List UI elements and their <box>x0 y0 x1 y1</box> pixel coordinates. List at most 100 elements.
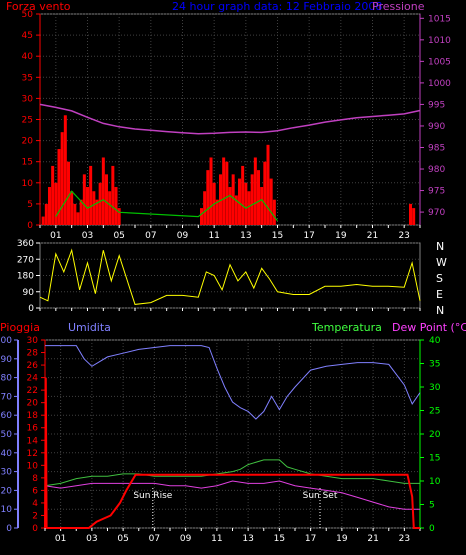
rain-tick-label: 0 <box>32 524 38 534</box>
y-left-tick-label: 25 <box>22 116 33 126</box>
x-tick-label: 23 <box>398 231 409 241</box>
wind-bar <box>86 187 89 225</box>
y-left-tick-label: 180 <box>17 272 34 282</box>
wind-bar <box>57 149 61 225</box>
y-right-tick-label: 995 <box>428 100 445 110</box>
y-right-tick-label: 970 <box>428 208 445 218</box>
x-tick-label: 17 <box>305 534 316 544</box>
x-tick-label: 13 <box>240 231 251 241</box>
pressure-axis-label: Pressione <box>372 0 425 13</box>
temperature-line <box>44 459 420 487</box>
temp-tick-label: 15 <box>429 454 440 464</box>
y-left-tick-label: 360 <box>17 239 34 249</box>
wind-bar <box>247 191 251 225</box>
x-tick-label: 21 <box>367 231 378 241</box>
x-tick-label: 09 <box>180 534 192 544</box>
temp-tick-label: 35 <box>429 360 440 370</box>
wind-bar <box>209 157 213 225</box>
wind-bar <box>63 115 67 225</box>
wind-bar <box>48 187 51 225</box>
y-right-tick-label: 1015 <box>428 14 451 24</box>
x-tick-label: 21 <box>367 534 378 544</box>
wind-bar <box>269 178 273 225</box>
wind-bar <box>272 199 276 225</box>
wind-bar <box>257 170 260 225</box>
wind-bar <box>266 144 270 225</box>
wind-bar <box>79 199 83 225</box>
y-left-tick-label: 30 <box>22 94 34 104</box>
rain-tick-label: 26 <box>27 361 39 371</box>
x-tick-label: 07 <box>149 534 160 544</box>
pressure-line <box>39 103 421 135</box>
temp-tick-label: 30 <box>429 383 441 393</box>
rain-tick-label: 8 <box>32 474 38 484</box>
x-tick-label: 01 <box>55 534 66 544</box>
temp-tick-label: 20 <box>429 430 441 440</box>
wind-bar <box>260 187 264 225</box>
wind-bar <box>60 132 64 225</box>
rain-tick-label: 24 <box>27 374 39 384</box>
x-tick-label: 23 <box>399 534 410 544</box>
x-tick-label: 07 <box>145 231 156 241</box>
y-left-tick-label: 20 <box>22 137 34 147</box>
y-left-tick-label: 270 <box>17 255 34 265</box>
temp-tick-label: 40 <box>429 336 441 346</box>
humidity-tick-label: 100 <box>0 336 12 346</box>
x-tick-label: 11 <box>208 231 219 241</box>
sun-set-label: Sun Set <box>303 491 338 501</box>
temp-tick-label: 0 <box>429 524 435 534</box>
y-left-tick-label: 15 <box>22 158 33 168</box>
y-right-tick-label: 1000 <box>428 79 451 89</box>
dewpoint-axis-label: Dew Point (°C) <box>392 321 466 334</box>
compass-n-top: N <box>436 240 444 253</box>
rain-tick-label: 28 <box>27 349 39 359</box>
x-tick-label: 19 <box>335 231 347 241</box>
compass-w: W <box>436 256 447 269</box>
x-tick-label: 05 <box>117 534 128 544</box>
wind-bar <box>412 208 416 225</box>
wind-bar <box>228 187 232 225</box>
y-right-tick-label: 990 <box>428 122 445 132</box>
y-left-tick-label: 10 <box>22 179 34 189</box>
wind-bar <box>206 170 210 225</box>
wind-bar <box>219 174 222 225</box>
compass-n-bottom: N <box>436 304 444 317</box>
wind-bar <box>238 178 241 225</box>
x-tick-label: 05 <box>113 231 124 241</box>
y-left-tick-label: 40 <box>22 52 34 62</box>
y-left-tick-label: 50 <box>22 10 34 20</box>
x-tick-label: 03 <box>82 231 93 241</box>
wind-bar <box>89 165 93 225</box>
x-tick-label: 15 <box>274 534 285 544</box>
wind-bar <box>95 199 99 225</box>
compass-e: E <box>436 288 443 301</box>
temp-tick-label: 5 <box>429 501 435 511</box>
wind-bar <box>215 199 219 225</box>
wind-bar <box>253 157 257 225</box>
y-right-tick-label: 980 <box>428 165 445 175</box>
wind-bar <box>241 165 245 225</box>
wind-bar <box>73 203 77 225</box>
x-tick-label: 11 <box>211 534 222 544</box>
y-left-tick-label: 35 <box>22 73 33 83</box>
y-right-tick-label: 1005 <box>428 57 451 67</box>
chart-title: 24 hour graph data: 12 Febbraio 2008 <box>172 0 382 13</box>
wind-bar <box>54 182 58 225</box>
rain-line <box>44 377 420 529</box>
temp-tick-label: 10 <box>429 477 441 487</box>
sun-rise-label: Sun Rise <box>133 491 172 501</box>
x-tick-label: 13 <box>242 534 253 544</box>
temperature-humidity-plot: 0102030405060708090100024681012141618202… <box>0 336 441 544</box>
dewpoint-line <box>44 480 420 510</box>
rain-tick-label: 10 <box>27 461 39 471</box>
wind-bar <box>225 161 229 225</box>
wind-bar <box>231 174 235 225</box>
wind-bar <box>41 216 45 225</box>
y-left-tick-label: 0 <box>27 221 33 231</box>
temperature-axis-label: Temperatura <box>311 321 382 334</box>
wind-bar <box>409 203 412 225</box>
humidity-tick-label: 10 <box>1 505 13 515</box>
temp-tick-label: 25 <box>429 407 440 417</box>
rain-axis-label: Pioggia <box>0 321 40 334</box>
